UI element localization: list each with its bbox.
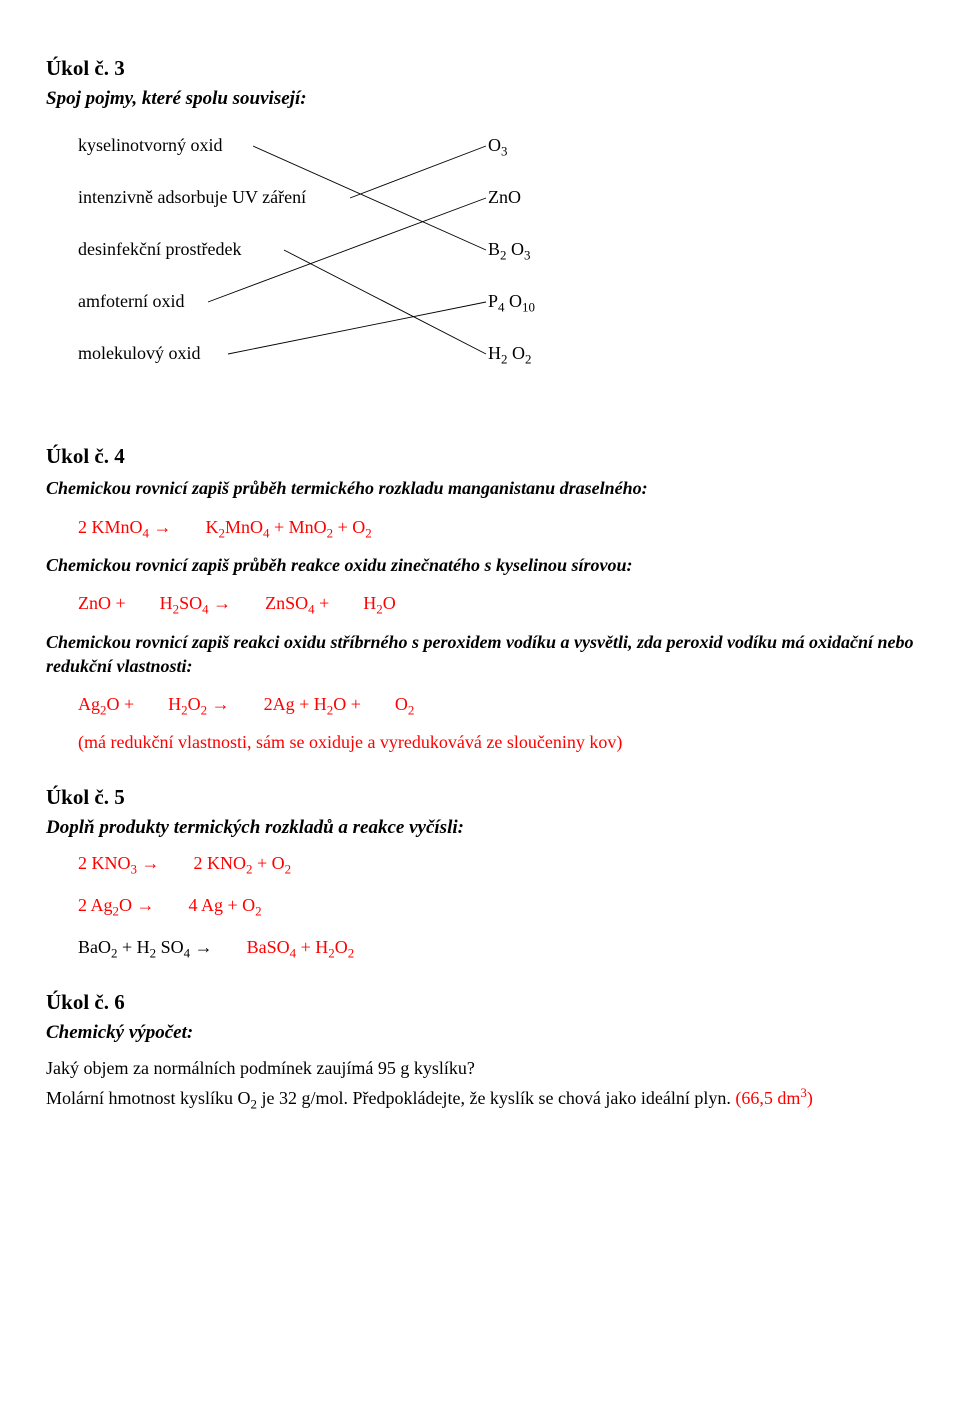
task6-sub: Chemický výpočet:: [46, 1020, 914, 1046]
match-right-item: H2 O2: [488, 342, 535, 364]
task5-eq1: 2 KNO3 → 2 KNO2 + O2: [78, 851, 914, 875]
task4-p2: Chemickou rovnicí zapiš průběh reakce ox…: [46, 553, 914, 577]
task5-eq2: 2 Ag2O → 4 Ag + O2: [78, 893, 914, 917]
eq-term: H2O: [363, 591, 395, 615]
task4-note: (má redukční vlastnosti, sám se oxiduje …: [78, 730, 914, 754]
task5-prompt: Doplň produkty termických rozkladů a rea…: [46, 815, 914, 841]
task4-p1-text: Chemickou rovnicí zapiš průběh termickéh…: [46, 478, 648, 498]
eq-term: 2Ag + H2O +: [264, 692, 361, 716]
task4-eq3: Ag2O + H2O2 → 2Ag + H2O + O2: [78, 692, 914, 716]
task3-heading: Úkol č. 3: [46, 54, 914, 82]
match-left-item: molekulový oxid: [78, 342, 368, 364]
eq-term: BaSO4 + H2O2: [247, 935, 355, 959]
eq-term: ZnO +: [78, 591, 126, 615]
eq-term: H2O2 →: [168, 692, 229, 716]
eq-term: 4 Ag + O2: [189, 893, 262, 917]
match-right-item: ZnO: [488, 186, 535, 208]
eq-term: 2 KNO3 →: [78, 851, 159, 875]
task6-text-a: Molární hmotnost kyslíku O: [46, 1088, 251, 1108]
task5-eq3: BaO2 + H2 SO4 → BaSO4 + H2O2: [78, 935, 914, 959]
task4-eq2: ZnO + H2SO4 → ZnSO4 + H2O: [78, 591, 914, 615]
task4-p1: Chemickou rovnicí zapiš průběh termickéh…: [46, 476, 914, 500]
eq-term: 2 KNO2 + O2: [193, 851, 291, 875]
matching-exercise: kyselinotvorný oxid intenzivně adsorbuje…: [78, 134, 718, 414]
eq-term: ZnSO4 +: [265, 591, 329, 615]
task6-q: Jaký objem za normálních podmínek zaujím…: [46, 1056, 914, 1080]
match-right-item: P4 O10: [488, 290, 535, 312]
match-left-column: kyselinotvorný oxid intenzivně adsorbuje…: [78, 134, 368, 364]
task6-ans-line: Molární hmotnost kyslíku O2 je 32 g/mol.…: [46, 1086, 914, 1110]
task6-answer: (66,5 dm3): [735, 1088, 812, 1108]
match-right-column: O3 ZnO B2 O3 P4 O10 H2 O2: [488, 134, 535, 364]
task4-heading: Úkol č. 4: [46, 442, 914, 470]
task6-text-b: je 32 g/mol. Předpokládejte, že kyslík s…: [257, 1088, 735, 1108]
task6-heading: Úkol č. 6: [46, 988, 914, 1016]
eq-term: Ag2O +: [78, 692, 134, 716]
match-left-item: kyselinotvorný oxid: [78, 134, 368, 156]
task5-heading: Úkol č. 5: [46, 783, 914, 811]
match-right-item: B2 O3: [488, 238, 535, 260]
match-left-item: desinfekční prostředek: [78, 238, 368, 260]
task4-p2-text: Chemickou rovnicí zapiš průběh reakce ox…: [46, 555, 633, 575]
eq-term: BaO2 + H2 SO4 →: [78, 935, 213, 959]
match-left-item: intenzivně adsorbuje UV záření: [78, 186, 368, 208]
eq-term: 2 KMnO4 →: [78, 515, 172, 539]
task4-p3: Chemickou rovnicí zapiš reakci oxidu stř…: [46, 630, 914, 679]
match-right-item: O3: [488, 134, 535, 156]
eq-term: O2: [395, 692, 414, 716]
task3-prompt: Spoj pojmy, které spolu souvisejí:: [46, 86, 914, 112]
eq-term: 2 Ag2O →: [78, 893, 155, 917]
eq-term: H2SO4 →: [160, 591, 231, 615]
eq-term: K2MnO4 + MnO2 + O2: [206, 515, 372, 539]
match-left-item: amfoterní oxid: [78, 290, 368, 312]
task4-eq1: 2 KMnO4 → K2MnO4 + MnO2 + O2: [78, 515, 914, 539]
